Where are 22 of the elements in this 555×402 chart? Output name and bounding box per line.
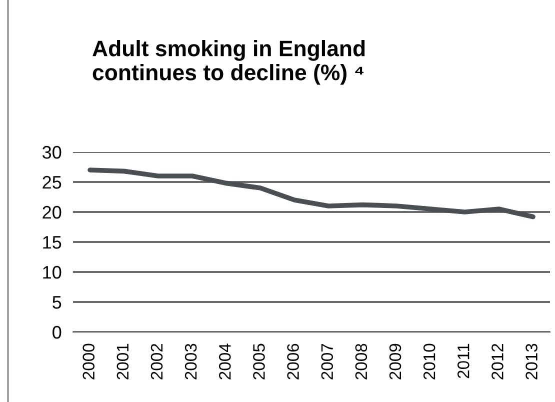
y-tick-label: 5 [52,296,62,309]
x-tick-label: 2008 [355,344,368,380]
x-tick-label: 2007 [321,344,334,380]
y-tick-label: 15 [43,236,62,249]
y-tick-label: 0 [52,326,62,339]
x-tick-label: 2004 [218,344,231,380]
x-tick-label: 2000 [82,344,95,380]
x-tick-label: 2012 [492,344,504,380]
y-tick-label: 25 [42,176,62,189]
y-tick-label: 20 [42,206,62,219]
x-tick-label: 2006 [287,344,299,380]
x-tick-label: 2013 [526,344,538,380]
y-tick-label: 30 [42,146,62,159]
x-tick-label: 2010 [423,344,436,380]
x-tick-label: 2009 [389,344,402,380]
y-tick-label: 10 [43,266,62,279]
x-tick-label: 2002 [150,344,163,380]
chart-title: Adult smoking in England continues to decline (%) ⁴ [92,40,365,85]
x-tick-label: 2005 [253,344,265,380]
x-tick-label: 2001 [116,344,129,380]
x-tick-label: 2003 [184,344,197,380]
x-tick-label: 2011 [457,344,470,378]
